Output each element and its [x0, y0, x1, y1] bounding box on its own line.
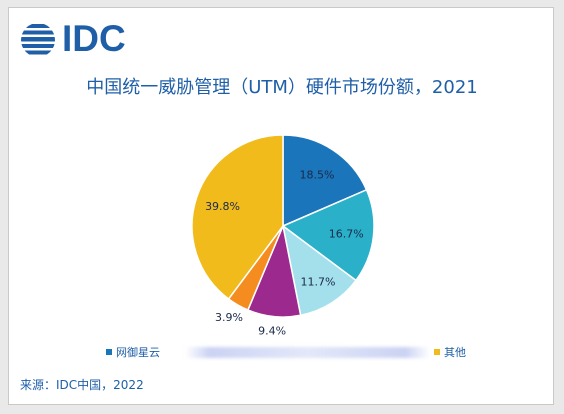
legend-item-wangyu: 网御星云	[106, 344, 160, 360]
slice-value-label: 16.7%	[329, 227, 364, 240]
pie-slice	[191, 134, 284, 300]
source-note: 来源：IDC中国，2022	[20, 378, 144, 392]
pie-slice	[281, 188, 375, 282]
logo-text: IDC	[62, 18, 126, 59]
chart-title: 中国统一威胁管理（UTM）硬件市场份额，2021	[86, 77, 478, 98]
legend-label: 网御星云	[116, 346, 160, 359]
legend-swatch	[106, 349, 112, 355]
legend-redacted-area	[185, 347, 430, 358]
legend-label: 其他	[444, 346, 466, 359]
idc-logo: IDC	[18, 18, 140, 60]
slice-value-label: 3.9%	[215, 311, 243, 324]
slice-value-label: 11.7%	[300, 275, 335, 288]
slice-value-label: 18.5%	[299, 168, 334, 181]
pie-slice	[282, 134, 368, 228]
slice-value-label: 9.4%	[258, 324, 286, 337]
slice-value-label: 39.8%	[205, 200, 240, 213]
globe-icon	[21, 24, 55, 55]
legend-swatch	[434, 349, 440, 355]
pie-slice	[281, 224, 357, 317]
legend-item-other: 其他	[434, 344, 466, 360]
chart-legend: 网御星云 其他	[0, 344, 564, 360]
